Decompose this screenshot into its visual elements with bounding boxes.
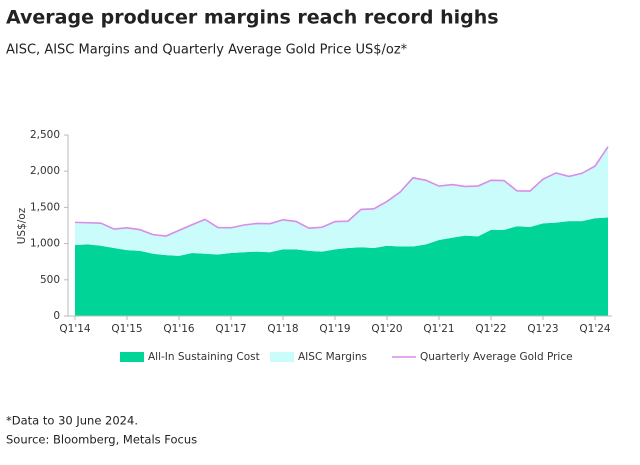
y-tick-label: 2,000 <box>30 165 60 177</box>
y-tick-label: 2,500 <box>30 129 60 141</box>
area <box>75 146 608 256</box>
legend-swatch <box>270 352 294 362</box>
area <box>75 217 608 316</box>
y-tick-label: 500 <box>40 274 60 286</box>
x-tick-label: Q1'19 <box>319 323 350 335</box>
x-tick-label: Q1'22 <box>475 323 506 335</box>
chart-title: Average producer margins reach record hi… <box>6 7 499 29</box>
legend-swatch <box>120 352 144 362</box>
legend-label: All-In Sustaining Cost <box>148 351 260 363</box>
source: Source: Bloomberg, Metals Focus <box>6 433 197 447</box>
x-tick-label: Q1'18 <box>267 323 298 335</box>
y-tick-label: 0 <box>53 310 60 322</box>
x-tick-label: Q1'15 <box>111 323 142 335</box>
x-tick-label: Q1'21 <box>423 323 454 335</box>
x-tick-label: Q1'16 <box>163 323 195 335</box>
footnote: *Data to 30 June 2024. <box>6 414 138 428</box>
chart-subtitle: AISC, AISC Margins and Quarterly Average… <box>6 43 408 58</box>
y-tick-label: 1,000 <box>30 238 60 250</box>
legend-label: AISC Margins <box>298 351 367 363</box>
legend-label: Quarterly Average Gold Price <box>420 351 573 363</box>
x-tick-label: Q1'17 <box>215 323 246 335</box>
y-axis-label: US$/oz <box>16 207 28 244</box>
y-tick-label: 1,500 <box>30 201 60 213</box>
x-tick-label: Q1'23 <box>527 323 558 335</box>
x-tick-label: Q1'14 <box>59 323 91 335</box>
x-tick-label: Q1'24 <box>579 323 611 335</box>
line <box>74 146 609 237</box>
x-tick-label: Q1'20 <box>371 323 402 335</box>
